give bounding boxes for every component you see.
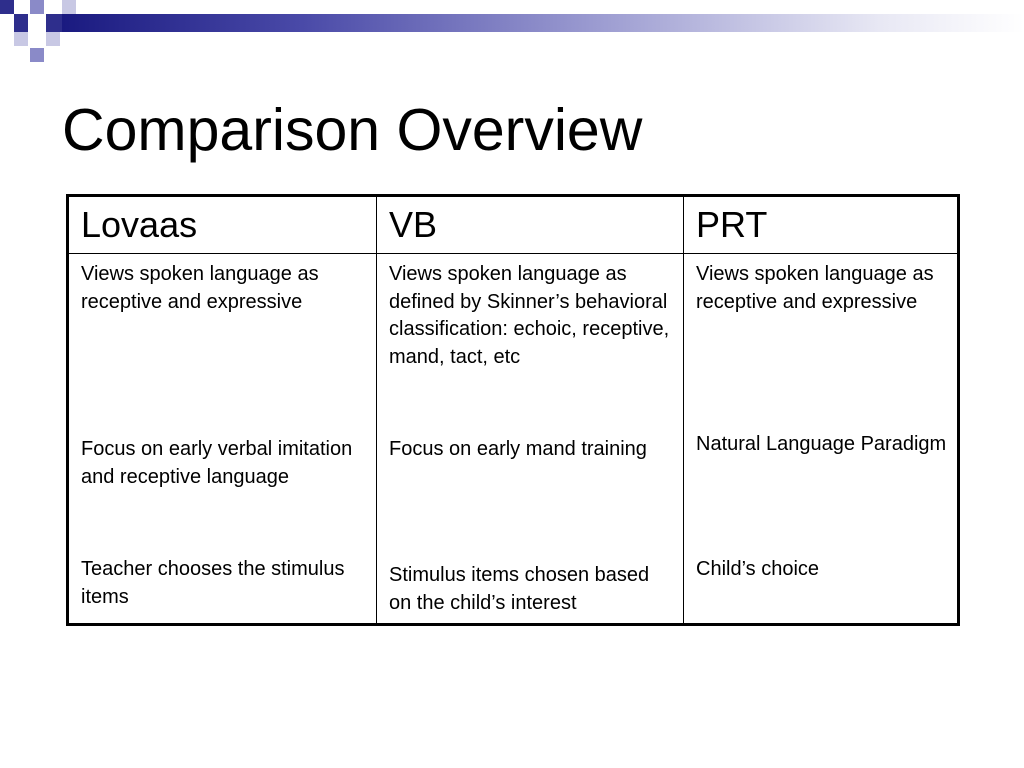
decoration-square	[0, 0, 14, 14]
decoration-square	[14, 14, 28, 32]
decoration-square	[62, 0, 76, 14]
comparison-table: Lovaas VB PRT Views spoken language as r…	[66, 194, 960, 626]
cell-paragraph: Views spoken language as receptive and e…	[696, 263, 934, 313]
cell-paragraph: Child’s choice	[696, 558, 820, 580]
cell-paragraph: Stimulus items chosen based on the child…	[389, 564, 650, 614]
decoration-square	[30, 0, 44, 14]
decoration-square	[46, 14, 62, 32]
table-cell-prt: Views spoken language as receptive and e…	[683, 253, 960, 626]
decoration-square	[14, 32, 28, 46]
decoration-square	[30, 48, 44, 62]
cell-paragraph: Natural Language Paradigm	[696, 433, 947, 455]
cell-paragraph: Views spoken language as defined by Skin…	[389, 263, 670, 368]
column-header-prt: PRT	[683, 194, 960, 254]
table-row: Views spoken language as receptive and e…	[66, 253, 960, 626]
column-header-vb: VB	[376, 194, 684, 254]
slide-title: Comparison Overview	[62, 97, 643, 163]
header-decoration-bar	[62, 14, 1024, 32]
table-header-row: Lovaas VB PRT	[66, 194, 960, 254]
cell-paragraph: Focus on early verbal imitation and rece…	[81, 438, 353, 488]
column-header-lovaas: Lovaas	[66, 194, 377, 254]
cell-paragraph: Teacher chooses the stimulus items	[81, 558, 345, 608]
table-cell-vb: Views spoken language as defined by Skin…	[376, 253, 684, 626]
cell-paragraph: Views spoken language as receptive and e…	[81, 263, 319, 313]
cell-paragraph: Focus on early mand training	[389, 438, 647, 460]
table-cell-lovaas: Views spoken language as receptive and e…	[66, 253, 377, 626]
decoration-square	[46, 32, 60, 46]
